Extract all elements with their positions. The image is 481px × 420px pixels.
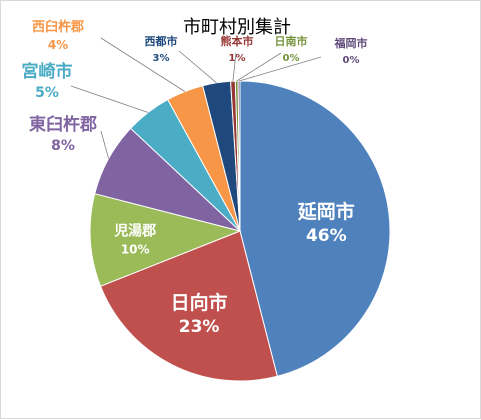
pie-slice-2 (99, 230, 278, 382)
slice-percent-label-3: 10% (121, 243, 150, 257)
leader-line-9 (236, 52, 282, 82)
slice-name-label-9: 日南市 (275, 34, 308, 48)
slice-name-label-10: 福岡市 (334, 36, 368, 50)
chart-title: 市町村別集計 (183, 17, 291, 38)
slice-name-label-4: 東臼杵郡 (29, 114, 97, 135)
slice-percent-label-9: 0% (283, 53, 300, 64)
leader-line-4 (100, 130, 109, 159)
slice-name-label-1: 延岡市 (297, 200, 355, 223)
slice-name-label-3: 児湯郡 (113, 223, 156, 240)
slice-name-label-8: 熊本市 (221, 34, 254, 48)
slice-percent-label-8: 1% (229, 53, 246, 64)
slice-percent-label-6: 4% (48, 38, 68, 52)
leader-line-7 (178, 50, 217, 84)
slice-percent-label-2: 23% (179, 317, 220, 337)
leader-line-8 (232, 52, 237, 82)
pie-slice-1 (239, 80, 391, 377)
slice-name-label-5: 宮崎市 (22, 61, 73, 82)
slice-percent-label-10: 0% (343, 55, 360, 66)
slice-percent-label-1: 46% (306, 226, 347, 246)
slice-percent-label-4: 8% (51, 138, 75, 154)
slice-name-label-7: 西都市 (145, 34, 178, 48)
slice-percent-label-7: 3% (153, 53, 170, 64)
leader-line-10 (238, 56, 322, 82)
slice-name-label-2: 日向市 (171, 291, 228, 314)
leader-line-5 (70, 85, 149, 113)
slice-percent-label-5: 5% (35, 85, 59, 101)
slice-name-label-6: 西臼杵郡 (32, 19, 84, 35)
leader-line-6 (100, 37, 186, 92)
pie-slice-3 (89, 193, 242, 287)
